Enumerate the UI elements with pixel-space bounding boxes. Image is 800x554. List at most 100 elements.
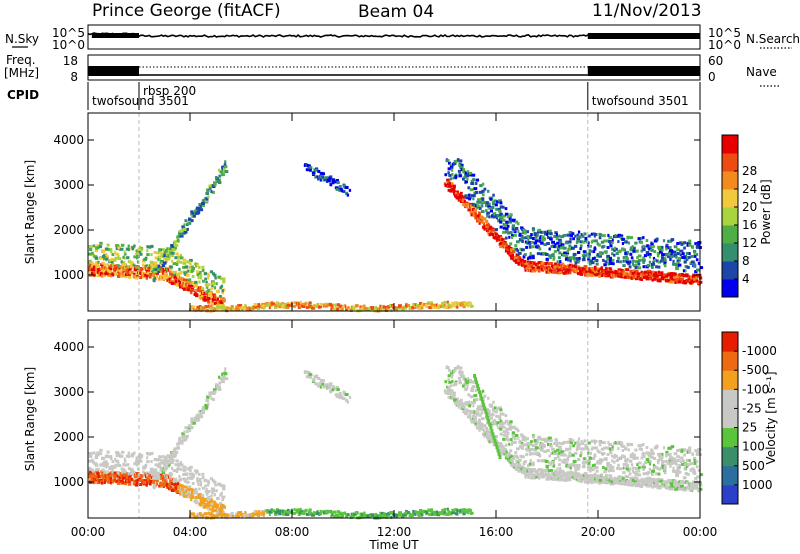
velocity-cell [190,426,194,430]
power-cell [671,280,674,284]
power-cell [159,257,162,261]
power-cell [576,237,581,241]
power-cell [541,235,545,239]
velocity-cell [169,454,172,458]
velocity-cell [572,474,576,478]
power-cell [599,271,602,275]
power-cell [571,246,575,250]
power-cell [174,270,178,274]
velocity-cell [201,486,205,490]
power-cell [508,250,511,254]
power-cell [451,187,456,191]
velocity-cell [173,447,177,451]
velocity-cell [624,462,628,466]
velocity-cell [170,466,174,470]
velocity-cell [96,472,100,476]
velocity-cell [568,438,573,441]
velocity-cell [199,477,202,481]
power-cell [184,278,188,282]
power-cell [642,258,646,262]
power-cell [330,307,333,311]
power-cell [528,266,531,270]
power-cell [220,307,224,311]
power-cell [150,253,153,257]
power-cell [166,247,169,251]
power-cell [679,253,682,257]
velocity-cell [617,447,620,451]
velocity-cell [430,508,433,512]
power-cell [453,186,456,190]
power-cell [382,305,387,309]
power-cell [557,248,560,252]
velocity-cell [190,417,193,421]
power-cell [544,230,547,234]
velocity-cell [478,413,482,417]
power-cell [478,218,482,222]
power-cell [152,278,155,282]
velocity-cell [522,462,526,466]
power-cell [636,272,641,276]
power-cell [499,212,502,216]
velocity-cell [642,443,645,447]
power-cell [449,177,453,181]
power-cell [220,302,224,306]
velocity-cell [317,377,321,380]
velocity-cell [624,458,629,462]
power-cell [660,245,664,249]
power-cell [472,194,476,198]
power-cell [447,171,450,175]
power-cell [587,241,590,245]
velocity-cell [199,503,202,507]
power-cell [672,259,675,263]
velocity-cell [499,419,502,423]
velocity-cell [473,394,478,398]
power-cell [447,184,452,188]
velocity-cell [132,470,136,474]
velocity-cell [214,483,217,487]
power-cell [494,203,498,207]
power-cell [411,306,414,310]
power-cell [185,273,190,277]
velocity-cell [209,498,212,501]
power-cell [308,166,313,170]
velocity-cell [504,419,509,423]
velocity-cell [327,386,331,390]
velocity-cell [149,479,152,483]
velocity-cell [517,464,521,468]
power-cell [148,275,152,279]
velocity-cell [509,455,514,459]
power-cell [319,175,323,179]
power-cell [663,273,666,277]
velocity-cell [185,430,189,434]
velocity-cell [628,479,632,483]
power-cell [100,271,103,275]
velocity-cell [244,510,247,514]
velocity-cell [589,451,592,455]
power-cell [213,183,217,187]
velocity-cell [460,372,464,376]
power-cell [587,234,591,238]
power-cell [476,204,480,208]
power-cell [669,255,673,259]
velocity-cell [434,510,437,514]
power-cell [334,180,337,184]
power-cell [176,260,181,264]
power-cell [510,256,513,260]
power-cell [480,210,485,214]
power-cell [152,265,156,269]
velocity-cell [178,474,181,478]
power-cell [169,268,173,272]
power-cell [196,273,199,277]
power-cell [485,229,490,233]
velocity-cell [646,476,651,480]
velocity-cell [412,509,415,513]
power-cell [186,227,189,231]
power-cell [209,291,212,294]
power-cell [103,253,107,257]
power-cell [686,265,690,269]
velocity-cell [563,453,567,457]
power-cell [155,271,159,275]
velocity-cell [648,454,652,458]
power-cell [305,168,310,172]
